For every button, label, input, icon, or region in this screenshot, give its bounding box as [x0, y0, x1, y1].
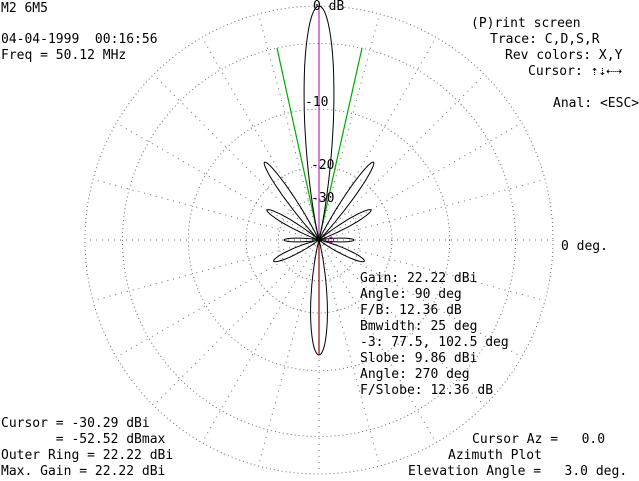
- ring-label-0db: 0 dB: [313, 0, 345, 14]
- ring-label-minus30: -30: [311, 191, 335, 206]
- anal-exit-option[interactable]: Anal: <ESC>: [553, 96, 639, 111]
- max-gain: Max. Gain = 22.22 dBi: [1, 464, 166, 479]
- cursor-dbmax: = -52.52 dBmax: [1, 432, 166, 447]
- stat-sidelobe-angle: Angle: 270 deg: [360, 367, 470, 382]
- frequency: Freq = 50.12 MHz: [1, 48, 127, 63]
- stat-front-back: F/B: 12.36 dB: [360, 303, 462, 318]
- stat-angle: Angle: 90 deg: [360, 287, 462, 302]
- grid-spoke: [201, 239, 320, 443]
- stat-gain: Gain: 22.22 dBi: [360, 271, 478, 286]
- trace-option[interactable]: Trace: C,D,S,R: [490, 32, 600, 47]
- stat-minus3db: -3: 77.5, 102.5 deg: [360, 335, 509, 350]
- date-time: 04-04-1999 00:16:56: [1, 32, 158, 47]
- grid-ring: [122, 43, 516, 437]
- grid-spoke: [318, 122, 522, 241]
- stat-front-sidelobe: F/Slobe: 12.36 dB: [360, 383, 494, 398]
- rev-colors-option[interactable]: Rev colors: X,Y: [505, 48, 623, 63]
- grid-spoke: [257, 239, 320, 467]
- grid-spoke: [318, 37, 437, 241]
- angle-label-0deg: 0 deg.: [561, 239, 608, 254]
- grid-spoke: [153, 239, 320, 406]
- grid-spoke: [201, 37, 320, 241]
- antenna-name: M2 6M5: [1, 1, 48, 16]
- beamwidth-left-line: [276, 47, 320, 241]
- elevation-angle: Elevation Angle = 3.0 deg.: [408, 464, 628, 479]
- stat-sidelobe: Slobe: 9.86 dBi: [360, 351, 478, 366]
- grid-spoke: [257, 13, 320, 241]
- beamwidth-right-line: [318, 47, 363, 241]
- grid-spoke: [116, 122, 320, 241]
- cursor-keys-option[interactable]: Cursor: ⇡⇣⇠⇢: [528, 64, 622, 79]
- grid-ring: [84, 5, 554, 475]
- grid-spoke: [92, 239, 320, 302]
- grid-spoke: [153, 74, 320, 241]
- cursor-marker: [328, 237, 334, 243]
- stat-beamwidth: Bmwidth: 25 deg: [360, 319, 478, 334]
- plot-type: Azimuth Plot: [448, 448, 542, 463]
- cursor-dbi: Cursor = -30.29 dBi: [1, 416, 150, 431]
- outer-ring: Outer Ring = 22.22 dBi: [1, 448, 174, 463]
- grid-spoke: [318, 178, 546, 241]
- grid-ring: [187, 108, 451, 372]
- cursor-azimuth: Cursor Az = 0.0: [472, 432, 606, 447]
- print-screen-option[interactable]: (P)rint screen: [471, 16, 581, 31]
- ring-label-minus10: -10: [305, 95, 329, 110]
- grid-spoke: [92, 178, 320, 241]
- ring-label-minus20: -20: [311, 158, 335, 173]
- radiation-pattern-trace: [263, 5, 375, 356]
- grid-ring: [277, 198, 361, 282]
- grid-spoke: [318, 74, 485, 241]
